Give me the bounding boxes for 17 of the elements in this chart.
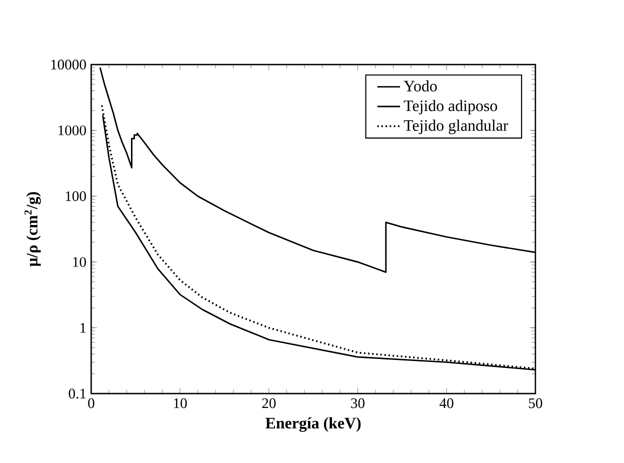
x-tick-label: 30	[351, 398, 364, 408]
y-axis-title: μ/ρ (cm$^{2}$/g)	[24, 192, 41, 267]
x-tick-label: 40	[440, 398, 454, 408]
legend-label: Yodo	[404, 80, 437, 92]
x-tick-label: 0	[88, 398, 94, 408]
y-tick-label: 1	[80, 323, 86, 333]
x-tick-label: 10	[174, 398, 187, 408]
y-tick-label: 10	[73, 257, 86, 268]
legend-label: Tejido glandular	[404, 120, 508, 134]
y-tick-label: 10000	[51, 60, 86, 70]
y-tick-label: 100	[66, 191, 86, 202]
x-tick-label: 20	[262, 398, 276, 408]
legend-label: Tejido adiposo	[404, 100, 498, 115]
y-tick-label: 1000	[58, 126, 86, 136]
y-tick-label: 0.1	[68, 388, 86, 399]
x-axis-title: Energía (keV)	[266, 417, 361, 432]
x-tick-label: 50	[528, 398, 542, 408]
